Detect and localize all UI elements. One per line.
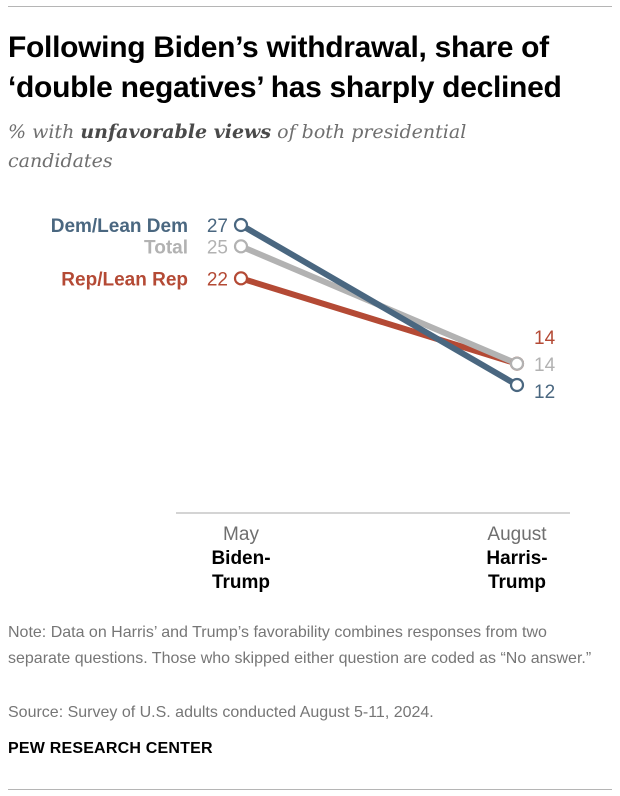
value-label-dem-lean-dem-end: 12 bbox=[534, 382, 555, 403]
x-sublabel-august-2: Trump bbox=[488, 572, 546, 593]
x-sublabel-august-1: Harris- bbox=[486, 548, 547, 569]
value-label-rep-lean-rep-end: 14 bbox=[534, 328, 556, 349]
series-label-rep-lean-rep: Rep/Lean Rep bbox=[61, 269, 188, 290]
point-rep-lean-rep-may bbox=[233, 271, 249, 286]
bottom-rule bbox=[8, 789, 612, 790]
subtitle-prefix: % with bbox=[8, 121, 81, 143]
value-label-rep-lean-rep-start: 22 bbox=[207, 269, 228, 290]
point-dem-lean-dem-may bbox=[233, 217, 249, 233]
series-label-dem-lean-dem: Dem/Lean Dem bbox=[51, 216, 188, 237]
point-dem-lean-dem-august bbox=[509, 377, 525, 393]
series-label-total: Total bbox=[144, 237, 188, 258]
x-sublabel-may-2: Trump bbox=[212, 572, 270, 593]
slope-chart: Dem/Lean Dem 27 Total 25 Rep/Lean Rep 22 12 14 1… bbox=[51, 216, 570, 593]
point-total-may bbox=[233, 239, 249, 254]
subtitle-suffix: of both presidential candidates bbox=[8, 121, 467, 172]
value-label-total-end: 14 bbox=[534, 355, 556, 376]
chart-source: Source: Survey of U.S. adults conducted … bbox=[8, 704, 434, 721]
x-tick-label-may: May bbox=[223, 524, 259, 545]
chart-subtitle: % with unfavorable views of both preside… bbox=[8, 118, 568, 176]
series-line-rep-lean-rep bbox=[238, 275, 520, 367]
value-label-dem-lean-dem-start: 27 bbox=[207, 216, 228, 237]
top-rule bbox=[8, 6, 612, 7]
brand-logo-text: PEW RESEARCH CENTER bbox=[8, 740, 213, 757]
subtitle-emphasis: unfavorable views bbox=[80, 121, 272, 143]
x-tick-label-august: August bbox=[487, 524, 547, 545]
x-sublabel-may-1: Biden- bbox=[211, 548, 270, 569]
chart-title: Following Biden’s withdrawal, share of ‘… bbox=[8, 31, 562, 104]
series-line-dem-lean-dem bbox=[238, 222, 520, 388]
value-label-total-start: 25 bbox=[207, 237, 228, 258]
chart-note: Note: Data on Harris’ and Trump’s favora… bbox=[8, 624, 592, 667]
point-total-august bbox=[509, 356, 525, 371]
